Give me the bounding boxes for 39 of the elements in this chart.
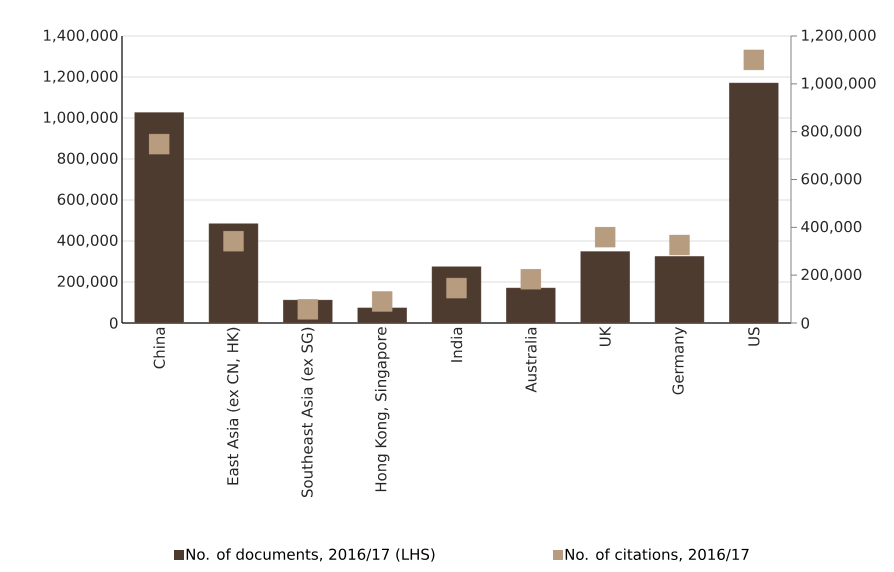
legend-label: No. of documents, 2016/17 (LHS) (186, 548, 434, 562)
x-tick-label: East Asia (ex CN, HK) (226, 328, 240, 484)
point (520, 269, 542, 290)
x-tick-label: Australia (525, 328, 537, 393)
y2-tick-label: 600,000 (802, 173, 862, 186)
y2-tick-label: 0 (802, 317, 810, 329)
x-tick-label: China (153, 328, 165, 368)
y2-tick-label: 1,000,000 (802, 77, 876, 90)
point (744, 50, 764, 70)
y-tick-label: 1,000,000 (44, 112, 118, 124)
bar (654, 256, 704, 323)
y2-tick-label: 800,000 (802, 125, 862, 138)
point (372, 291, 392, 312)
point (223, 231, 244, 252)
y-tick-label: 1,200,000 (44, 70, 118, 84)
y2-tick-label: 1,200,000 (802, 30, 876, 42)
bar (208, 223, 258, 323)
y-tick-label: 600,000 (58, 194, 118, 206)
point (148, 134, 170, 154)
y-tick-label: 800,000 (58, 152, 118, 166)
y-tick-label: 1,400,000 (44, 30, 118, 42)
y-tick-label: 200,000 (58, 276, 118, 288)
legend-label: No. of citations, 2016/17 (566, 548, 749, 562)
bar (506, 288, 556, 323)
y-tick-label: 0 (110, 317, 118, 329)
y2-tick-label: 400,000 (801, 220, 862, 234)
x-tick-label: India (450, 328, 462, 362)
point (594, 226, 616, 248)
bar (729, 82, 779, 323)
x-tick-label: Germany (672, 326, 687, 394)
point (669, 234, 690, 256)
x-tick-label: US (748, 327, 760, 346)
y2-tick-label: 200,000 (802, 268, 862, 282)
bar (134, 112, 184, 323)
x-tick-label: UK (600, 326, 611, 346)
bar (580, 251, 630, 323)
x-tick-label: Hong Kong, Singapore (374, 327, 390, 492)
y-tick-label: 400,000 (57, 234, 118, 248)
x-tick-label: Southeast Asia (ex SG) (301, 328, 314, 498)
